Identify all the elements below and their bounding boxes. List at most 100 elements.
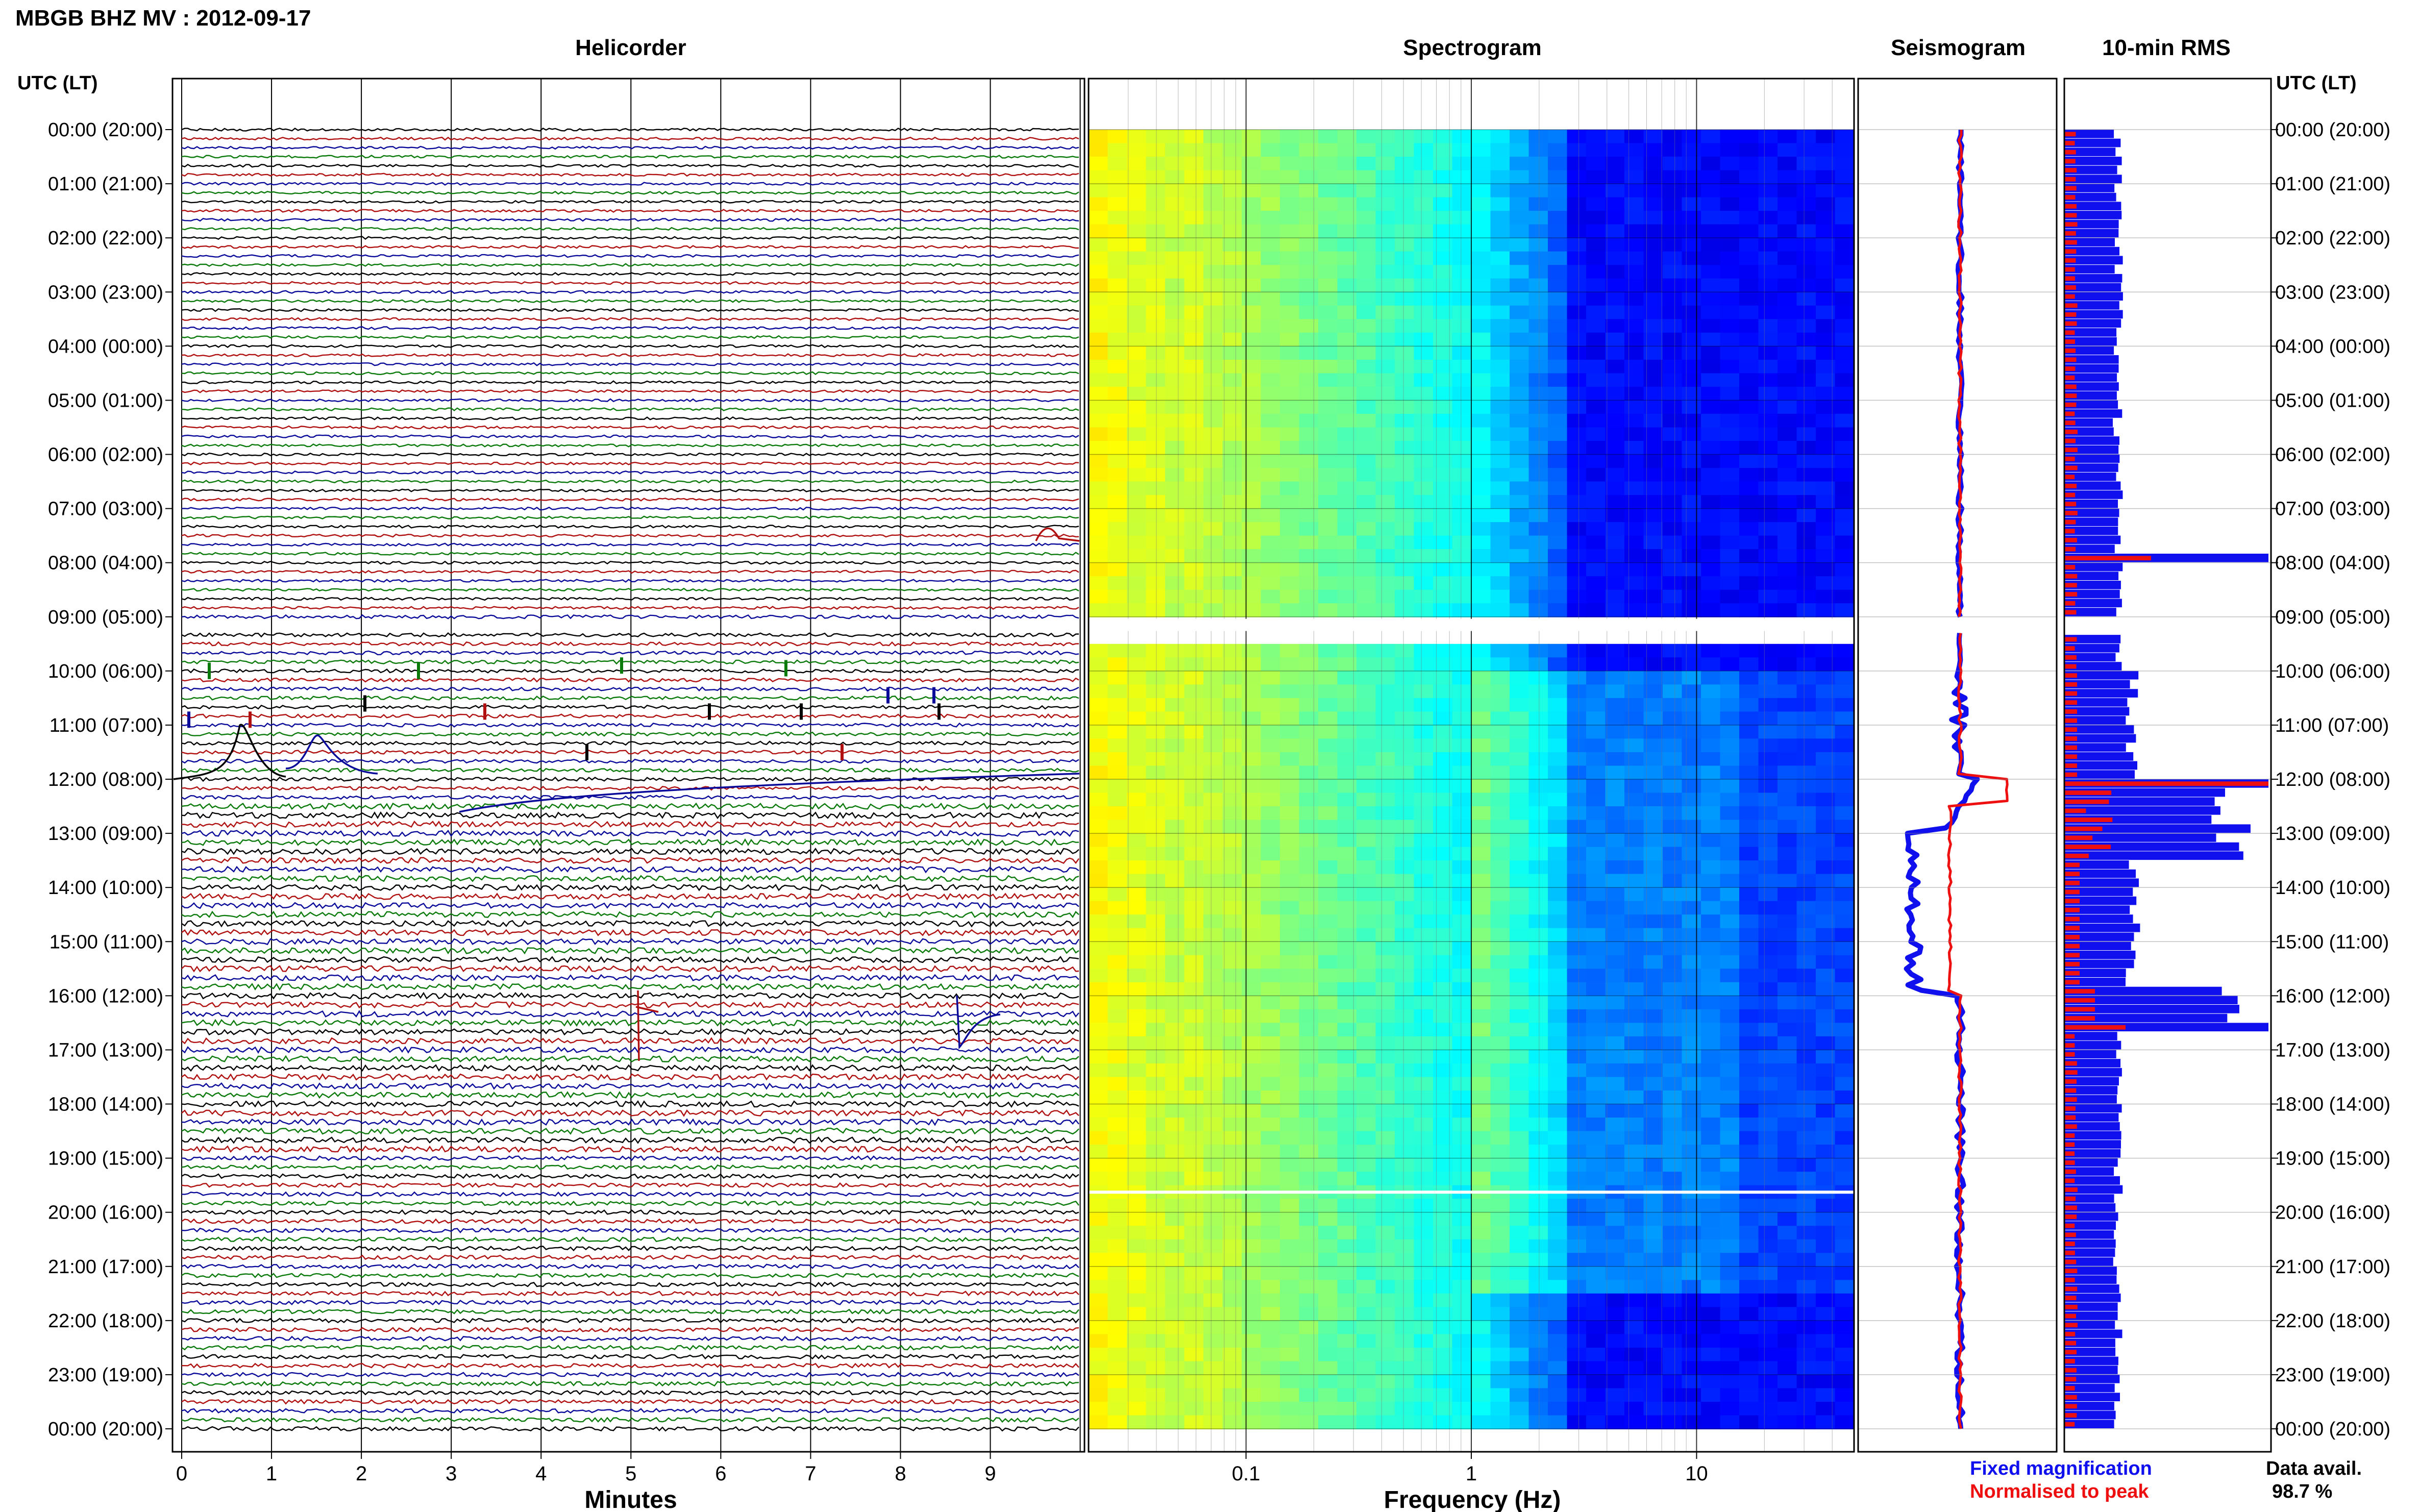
spectrogram-cell [1165,1158,1185,1173]
spectrogram-cell [1222,847,1242,861]
spectrogram-cell [1778,1320,1797,1335]
spectrogram-cell [1778,820,1797,834]
spectrogram-cell [1510,914,1529,929]
spectrogram-cell [1471,535,1491,550]
spectrogram-cell [1127,738,1147,753]
spectrogram-cell [1701,373,1721,387]
spectrogram-cell [1395,157,1415,171]
spectrogram-cell [1089,319,1108,333]
spectrogram-cell [1395,441,1415,455]
spectrogram-cell [1356,1050,1376,1064]
spectrogram-cell [1184,495,1204,509]
spectrogram-cell [1452,589,1472,604]
spectrogram-cell [1356,901,1376,915]
spectrogram-cell [1165,711,1185,726]
spectrogram-cell [1567,346,1587,360]
spectrogram-cell [1739,238,1759,252]
spectrogram-cell [1414,779,1434,794]
spectrogram-cell [1490,711,1510,726]
spectrogram-cell [1605,1118,1625,1132]
spectrogram-cell [1127,224,1147,239]
spectrogram-cell [1433,1199,1453,1213]
spectrogram-cell [1471,1131,1491,1145]
spectrogram-cell [1184,711,1204,726]
spectrogram-cell [1280,1402,1300,1416]
spectrogram-cell [1624,576,1644,590]
spectrogram-cell [1701,684,1721,699]
spectrogram-cell [1433,1361,1453,1375]
spectrogram-cell [1318,1118,1338,1132]
spectrogram-cell [1682,589,1701,604]
seismogram-title: Seismogram [1891,35,2026,60]
spectrogram-cell [1796,1104,1816,1118]
spectrogram-cell [1701,589,1721,604]
spectrogram-cell [1414,332,1434,347]
spectrogram-cell [1567,1307,1587,1321]
rms-bar-normalised [2064,916,2080,922]
rms-bar-normalised [2064,1178,2075,1183]
rms-bar-normalised [2064,1368,2077,1373]
helicorder-trace [181,326,1079,330]
spectrogram-cell [1375,1090,1395,1105]
spectrogram-cell [1490,969,1510,983]
spectrogram-cell [1395,847,1415,861]
spectrogram-cell [1528,170,1548,185]
spectrogram-cell [1758,698,1778,712]
spectrogram-cell [1835,400,1855,414]
spectrogram-cell [1107,346,1127,360]
spectrogram-cell [1663,1334,1683,1348]
helicorder-event [285,734,378,775]
spectrogram-cell [1624,373,1644,387]
spectrogram-cell [1184,278,1204,293]
rms-bar-normalised [2064,384,2077,389]
helicorder-trace [181,758,1079,764]
hour-tick-label-right: 19:00 (15:00) [2275,1148,2390,1170]
spectrogram-cell [1624,1036,1644,1051]
spectrogram-cell [1089,684,1108,699]
spectrogram-cell [1203,1347,1223,1362]
spectrogram-cell [1203,373,1223,387]
spectrogram-cell [1414,887,1434,902]
spectrogram-cell [1395,982,1415,997]
spectrogram-cell [1337,914,1357,929]
spectrogram-cell [1089,1402,1108,1416]
spectrogram-cell [1624,1212,1644,1227]
spectrogram-cell [1624,359,1644,374]
spectrogram-cell [1165,346,1185,360]
spectrogram-cell [1528,996,1548,1010]
rms-bar-fixed [2064,1410,2116,1420]
spectrogram-cell [1816,698,1836,712]
spectrogram-cell [1299,1050,1319,1064]
rms-bar-normalised [2064,529,2075,534]
hour-tick-label-left: 15:00 (11:00) [50,931,163,953]
spectrogram-cell [1318,833,1338,848]
spectrogram-cell [1375,1063,1395,1078]
spectrogram-cell [1778,969,1797,983]
spectrogram-cell [1720,874,1740,888]
spectrogram-cell [1796,1266,1816,1281]
spectrogram-cell [1433,143,1453,157]
spectrogram-cell [1663,1388,1683,1402]
spectrogram-cell [1835,1199,1855,1213]
spectrogram-cell [1261,914,1280,929]
spectrogram-cell [1184,698,1204,712]
spectrogram-cell [1299,589,1319,604]
spectrogram-cell [1242,251,1262,266]
spectrogram-cell [1452,319,1472,333]
rms-bar-fixed [2064,1212,2118,1221]
spectrogram-cell [1414,441,1434,455]
spectrogram-cell [1299,576,1319,590]
spectrogram-cell [1318,955,1338,970]
spectrogram-cell [1127,1172,1147,1186]
hour-tick-label-right: 11:00 (07:00) [2275,715,2389,736]
spectrogram-cell [1242,292,1262,306]
spectrogram-cell [1778,1172,1797,1186]
spectrogram-cell [1242,197,1262,212]
spectrogram-cell [1701,1050,1721,1064]
spectrogram-cell [1663,346,1683,360]
spectrogram-cell [1318,1158,1338,1173]
spectrogram-cell [1127,887,1147,902]
spectrogram-cell [1165,130,1185,144]
spectrogram-cell [1280,901,1300,915]
spectrogram-cell [1816,400,1836,414]
